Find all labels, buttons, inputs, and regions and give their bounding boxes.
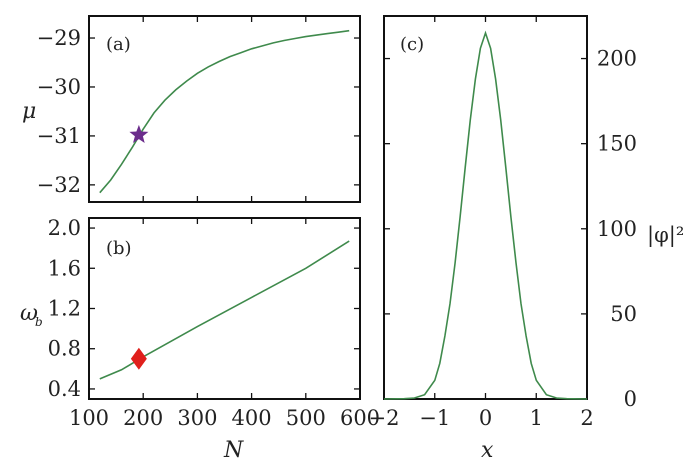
x-tick-label: 500 <box>286 406 326 430</box>
x-tick-label: 0 <box>479 406 492 430</box>
panel-a-frame <box>88 15 361 203</box>
y-tick-label: 50 <box>610 302 637 326</box>
y-tick-label: −32 <box>37 173 81 197</box>
panel-c-frame <box>383 15 588 400</box>
y-tick-label: 0 <box>624 387 637 411</box>
panel-b-tick-labels: 100 200 300 400 500 600 0.4 0.8 1.2 1.6 2.0 <box>48 216 380 430</box>
x-tick-label: 100 <box>69 406 109 430</box>
x-tick-label: 300 <box>177 406 217 430</box>
y-tick-label: 150 <box>597 132 637 156</box>
panel-c-ticks <box>383 16 588 400</box>
y-tick-label: 2.0 <box>48 216 81 240</box>
panel-b-ylabel-sub: b <box>35 315 43 329</box>
panel-a-plot: −32 −31 −30 −29 (a) μ <box>22 15 361 203</box>
x-tick-label: 400 <box>232 406 272 430</box>
panel-b-ylabel: ω <box>20 301 38 326</box>
panel-c-tick-labels: −2 −1 0 1 2 0 50 100 150 200 <box>369 47 637 430</box>
panel-c-plot: −2 −1 0 1 2 0 50 100 150 200 (c) |φ|² x <box>369 15 684 463</box>
x-tick-label: −2 <box>369 406 400 430</box>
panel-c-ylabel: |φ|² <box>647 223 684 248</box>
panel-b-marker <box>130 347 147 370</box>
x-tick-label: −1 <box>419 406 450 430</box>
y-tick-label: 0.8 <box>48 337 81 361</box>
y-tick-label: 100 <box>597 217 637 241</box>
panel-a-marker <box>129 124 149 143</box>
y-tick-label: 200 <box>597 47 637 71</box>
panel-c-xlabel: x <box>481 438 494 463</box>
x-tick-label: 600 <box>340 406 380 430</box>
panel-c-label: (c) <box>400 34 424 55</box>
panel-a-ylabel: μ <box>22 99 36 124</box>
star-marker <box>129 124 149 143</box>
panel-b-xlabel: N <box>223 438 244 463</box>
y-tick-label: −30 <box>37 75 81 99</box>
x-tick-label: 200 <box>123 406 163 430</box>
x-tick-label: 1 <box>530 406 543 430</box>
x-tick-label: 2 <box>580 406 593 430</box>
panel-a-mu-curve <box>99 29 350 194</box>
y-tick-label: −29 <box>37 26 81 50</box>
diamond-marker <box>130 347 147 370</box>
panel-b-label: (b) <box>106 238 132 259</box>
panel-a-ticks <box>88 16 361 202</box>
panel-a-label: (a) <box>106 34 131 55</box>
panel-c-density-curve <box>383 30 588 400</box>
y-tick-label: 0.4 <box>48 377 81 401</box>
y-tick-label: −31 <box>37 124 81 148</box>
panel-b-omega-curve <box>99 240 350 380</box>
y-tick-label: 1.2 <box>48 297 81 321</box>
y-tick-label: 1.6 <box>48 256 81 280</box>
panel-a-tick-labels: −32 −31 −30 −29 <box>37 26 81 197</box>
panel-b-ticks <box>88 218 361 399</box>
